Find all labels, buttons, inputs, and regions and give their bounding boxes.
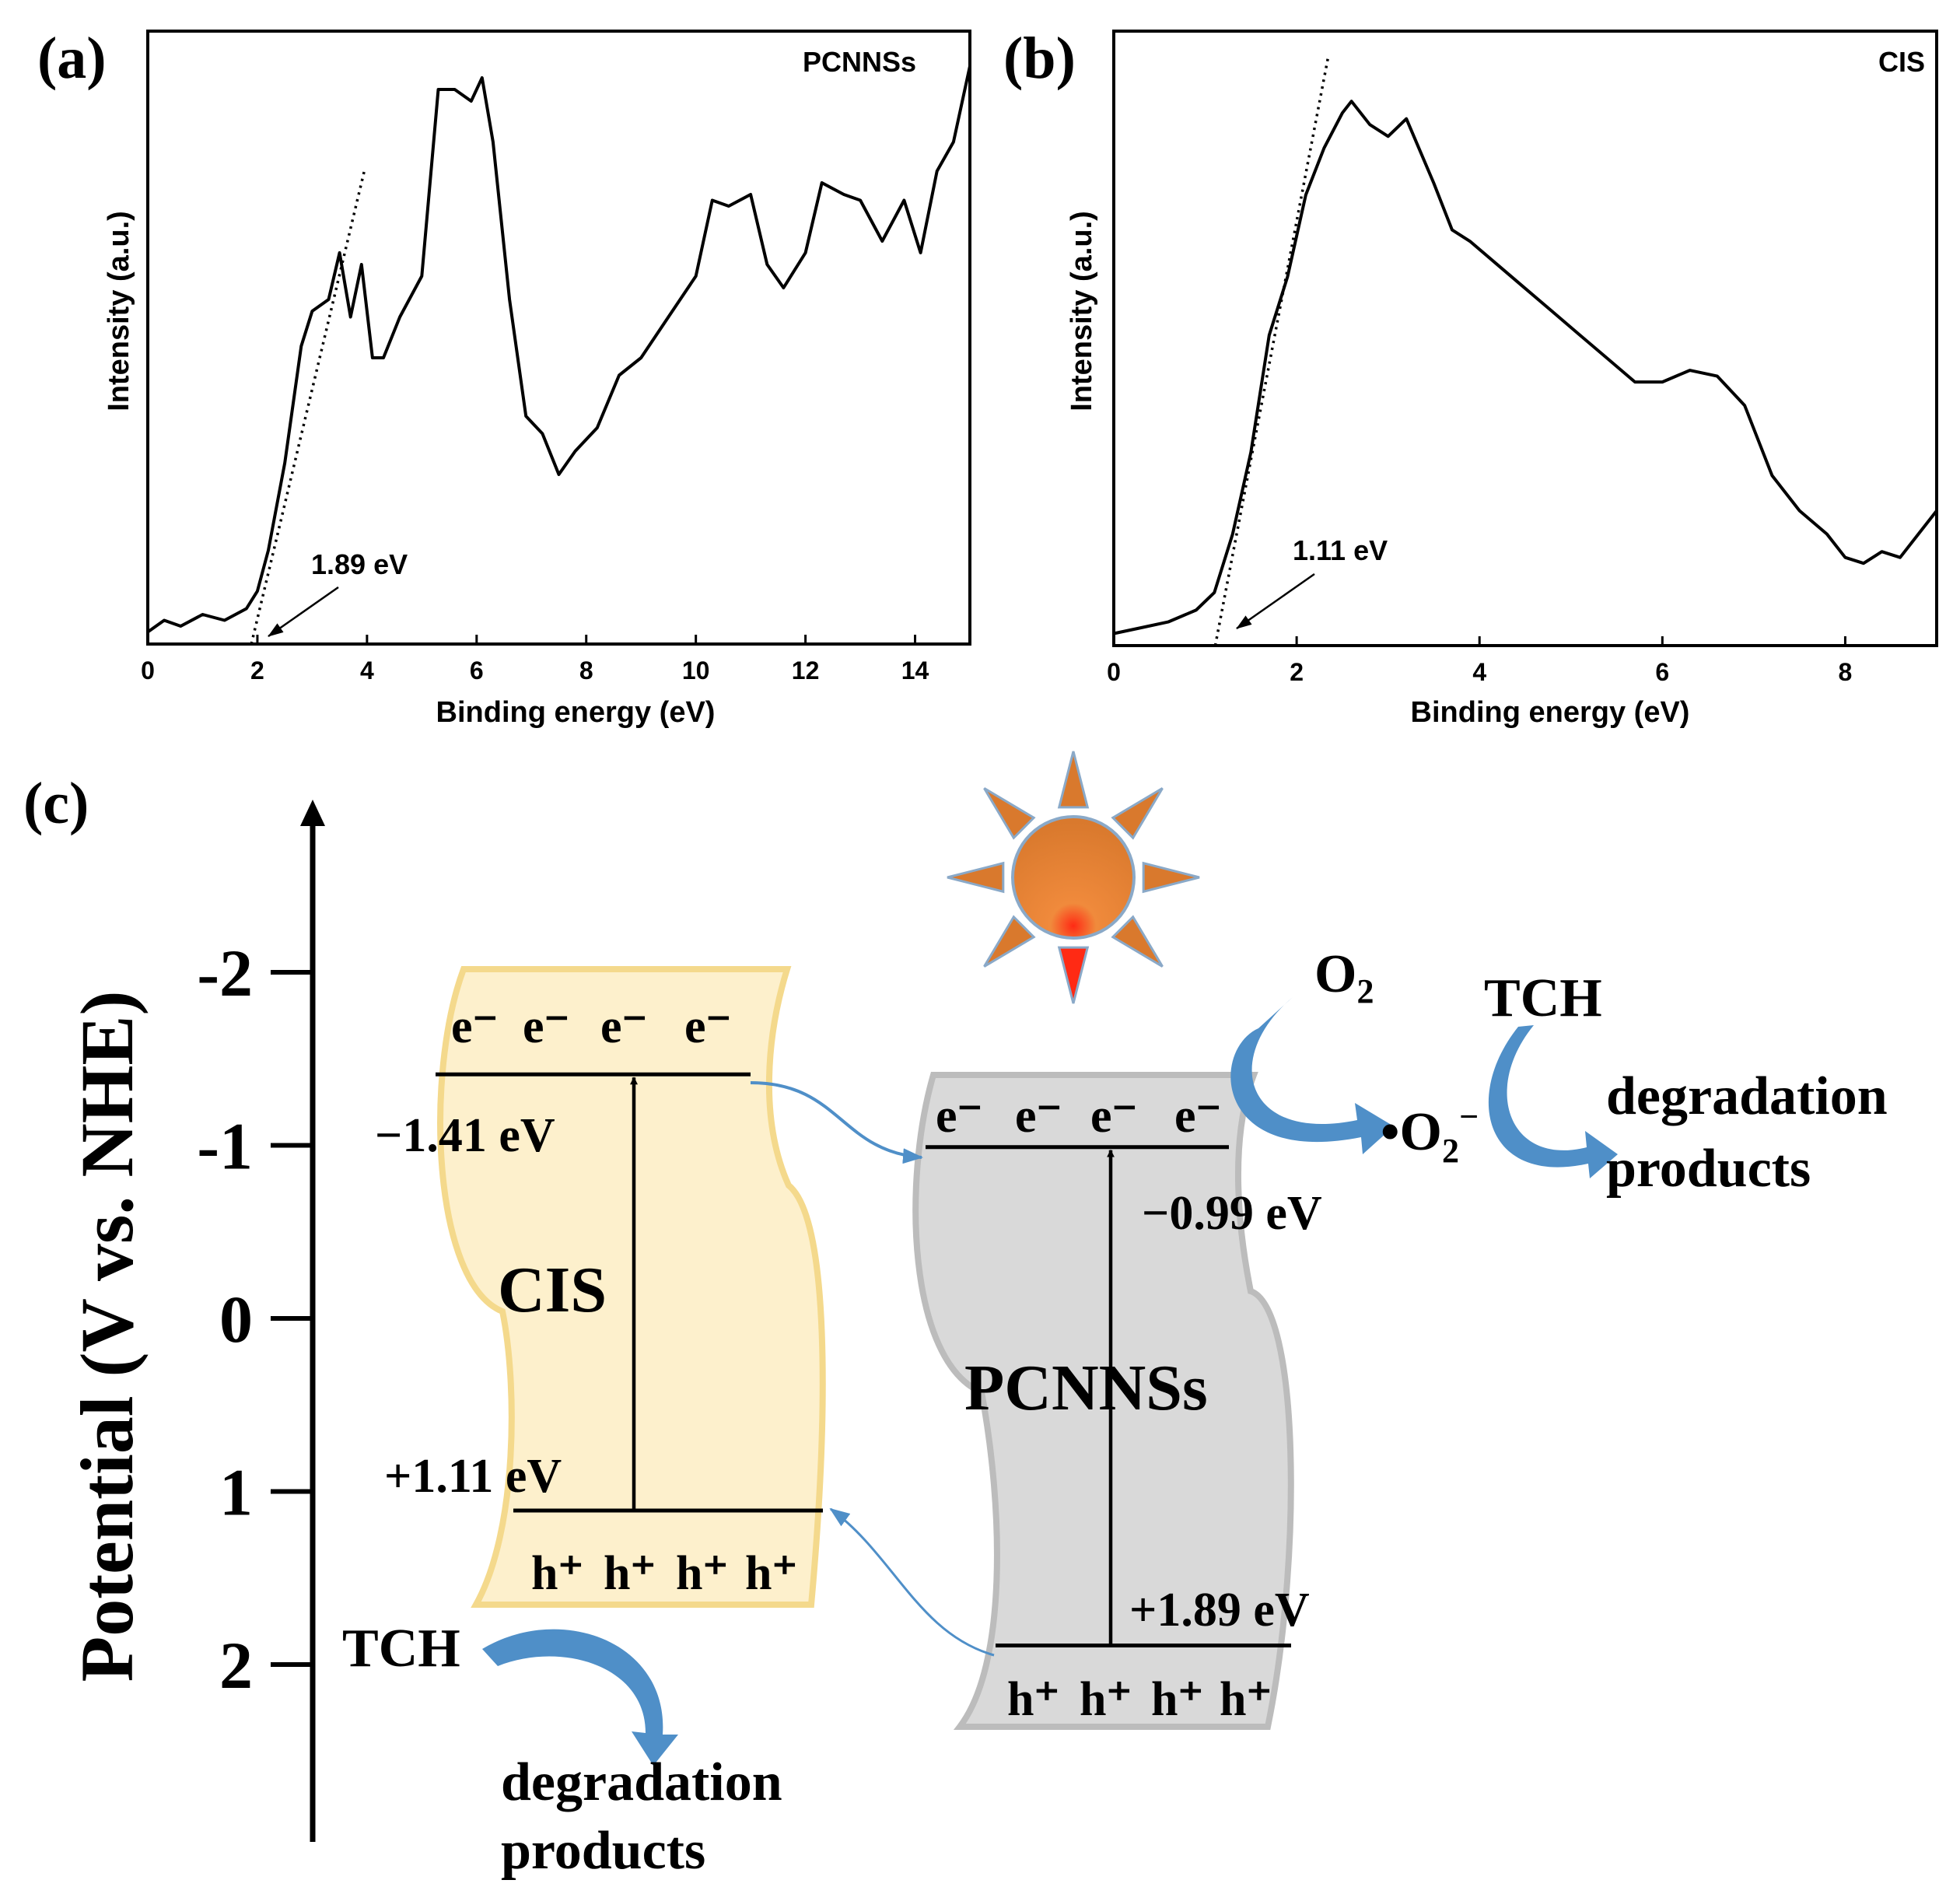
cis-electron-4: e⁻ xyxy=(684,1000,731,1053)
sun-ray xyxy=(983,915,1036,968)
pcnnss-hole-1: h⁺ xyxy=(1007,1673,1059,1726)
cis-electron-2: e⁻ xyxy=(523,1000,569,1053)
panel-a-x-ticks: 0 2 4 6 8 10 12 14 xyxy=(141,635,929,684)
tch-label-left: TCH xyxy=(342,1619,460,1679)
pcnnss-electron-3: e⁻ xyxy=(1090,1090,1137,1143)
panel-a-x-tick-label: 14 xyxy=(901,656,929,684)
o2-label: O2 xyxy=(1314,944,1374,1010)
products-left-line2: products xyxy=(501,1821,705,1881)
panel-b-x-tick-label: 0 xyxy=(1107,658,1121,686)
panel-a-x-tick-label: 4 xyxy=(360,656,374,684)
products-left-line1: degradation xyxy=(501,1752,782,1812)
potential-tick-label: -2 xyxy=(197,936,253,1010)
panel-b-annotation: 1.11 eV xyxy=(1293,534,1388,566)
cis-electron-1: e⁻ xyxy=(451,1000,498,1053)
panel-a-xlabel: Binding energy (eV) xyxy=(436,696,716,729)
potential-tick-label: 2 xyxy=(219,1628,253,1703)
panel-a-frame xyxy=(146,30,971,646)
sun-ray xyxy=(1111,915,1164,968)
panel-b-x-ticks: 0 2 4 6 8 xyxy=(1107,636,1852,686)
potential-axis-label: Potential (V vs. NHE) xyxy=(65,991,149,1682)
cis-hole-3: h⁺ xyxy=(676,1547,728,1600)
panel-a-x-tick-label: 2 xyxy=(250,656,264,684)
potential-axis-ticks: -2 -1 0 1 2 xyxy=(197,936,313,1703)
panel-b-label: (b) xyxy=(1003,26,1076,91)
o2-reduction-arrow xyxy=(1230,997,1394,1154)
panel-a-x-tick-label: 6 xyxy=(470,656,484,684)
panel-a: (a) PCNNSs Binding energy (eV) Intensity… xyxy=(37,26,971,729)
panel-a-x-tick-label: 8 xyxy=(579,656,593,684)
pcnnss-electron-4: e⁻ xyxy=(1174,1090,1221,1143)
tch-label-right: TCH xyxy=(1484,968,1602,1028)
panel-a-x-tick-label: 10 xyxy=(682,656,710,684)
panel-a-ylabel: Intensity (a.u.) xyxy=(103,211,135,411)
cis-hole-1: h⁺ xyxy=(531,1547,583,1600)
potential-tick-label: 0 xyxy=(219,1282,253,1357)
cis-band-shape xyxy=(437,966,826,1608)
tch-degradation-arrow-right xyxy=(1488,1025,1618,1178)
products-right-line2: products xyxy=(1606,1139,1811,1199)
sun-rays xyxy=(947,751,1200,1004)
cis-hole-2: h⁺ xyxy=(604,1547,656,1600)
potential-tick-label: 1 xyxy=(219,1455,253,1530)
pcnnss-hole-3: h⁺ xyxy=(1151,1673,1203,1726)
cis-cb-value: −1.41 eV xyxy=(375,1109,555,1162)
panel-a-series-line xyxy=(146,65,971,634)
panel-b-x-tick-label: 6 xyxy=(1655,658,1669,686)
pcnnss-band-name: PCNNSs xyxy=(964,1352,1208,1424)
superoxide-label: •O2− xyxy=(1381,1098,1479,1170)
products-right-line1: degradation xyxy=(1606,1066,1888,1126)
pcnnss-vb-value: +1.89 eV xyxy=(1129,1584,1310,1637)
cis-vb-value: +1.11 eV xyxy=(384,1450,562,1503)
cis-electron-3: e⁻ xyxy=(600,1000,647,1053)
pcnnss-cb-value: −0.99 eV xyxy=(1142,1187,1322,1240)
panel-a-label: (a) xyxy=(37,26,107,91)
panel-b-annotation-arrow xyxy=(1236,572,1315,630)
panel-a-annotation: 1.89 eV xyxy=(311,548,408,580)
sun-ray xyxy=(1111,787,1164,840)
panel-b-ylabel: Intensity (a.u.) xyxy=(1066,211,1098,411)
panel-a-x-tick-label: 0 xyxy=(141,656,155,684)
pcnnss-band-shape xyxy=(912,1072,1294,1730)
panel-b-xlabel: Binding energy (eV) xyxy=(1411,696,1690,729)
electron-transfer-arrow xyxy=(750,1081,923,1164)
pcnnss-electron-1: e⁻ xyxy=(936,1090,982,1143)
sun-ray xyxy=(1057,946,1090,1004)
panel-c-label: (c) xyxy=(23,771,89,836)
sun-body xyxy=(1011,815,1136,940)
hole-transfer-arrow xyxy=(829,1507,995,1657)
panel-b-frame xyxy=(1112,30,1938,647)
pcnnss-electron-2: e⁻ xyxy=(1015,1090,1062,1143)
panel-b-x-tick-label: 8 xyxy=(1839,658,1853,686)
panel-b-onset-tangent xyxy=(1213,54,1330,646)
potential-axis-arrowhead xyxy=(300,800,325,826)
panel-b-x-tick-label: 2 xyxy=(1290,658,1304,686)
panel-b-x-tick-label: 4 xyxy=(1472,658,1486,686)
panel-a-annotation-arrow xyxy=(268,586,339,638)
panel-a-series-label: PCNNSs xyxy=(803,46,916,78)
sun-ray xyxy=(947,861,1005,894)
sun-ray xyxy=(983,787,1036,840)
sun-ray xyxy=(1057,751,1090,809)
potential-tick-label: -1 xyxy=(197,1109,253,1184)
pcnnss-hole-2: h⁺ xyxy=(1080,1673,1132,1726)
cis-hole-4: h⁺ xyxy=(745,1547,797,1600)
tch-degradation-arrow-left xyxy=(482,1629,678,1766)
panel-a-x-tick-label: 12 xyxy=(792,656,820,684)
panel-b-series-label: CIS xyxy=(1878,46,1925,78)
cis-band-name: CIS xyxy=(498,1254,607,1326)
sun-icon xyxy=(947,751,1200,1004)
panel-b-series-line xyxy=(1113,100,1938,635)
panel-b: (b) CIS Binding energy (eV) Intensity (a… xyxy=(1003,26,1938,729)
sun-ray xyxy=(1142,861,1200,894)
pcnnss-hole-4: h⁺ xyxy=(1220,1673,1272,1726)
